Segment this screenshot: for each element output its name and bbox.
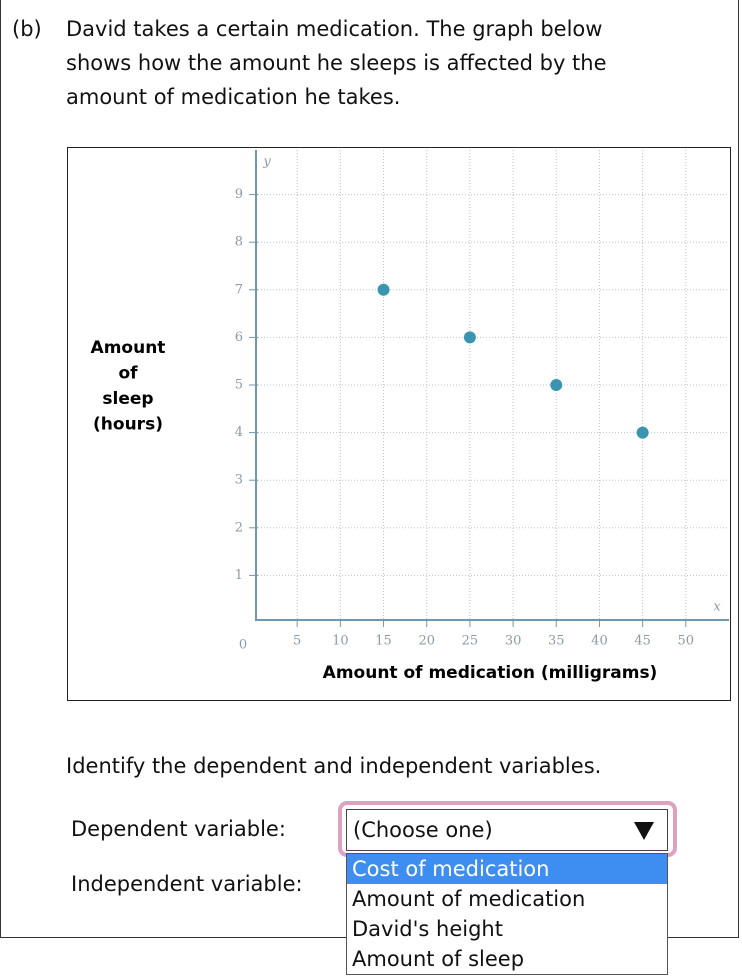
- y-tick-label: 4: [235, 425, 243, 440]
- x-tick-label: 35: [548, 634, 565, 649]
- point: [550, 379, 563, 391]
- question-line: amount of medication he takes.: [66, 85, 401, 109]
- chart: Amount of medication (milligrams) x y 0 …: [67, 147, 731, 701]
- dropdown-list: Cost of medication Amount of medication Da…: [346, 853, 668, 975]
- y-axis-label: of: [118, 364, 138, 384]
- dropdown-option[interactable]: Amount of medication: [352, 887, 586, 911]
- y-tick-label: 6: [235, 330, 243, 345]
- y-tick-label: 8: [235, 235, 243, 250]
- x-tick-label: 10: [332, 634, 349, 649]
- y-axis-name: y: [262, 155, 271, 170]
- y-tick-label: 7: [235, 282, 243, 297]
- dropdown-option[interactable]: David's height: [352, 917, 503, 941]
- y-axis-label: (hours): [93, 415, 163, 435]
- x-axis-name: x: [713, 600, 721, 615]
- point: [463, 331, 476, 344]
- x-tick-label: 45: [634, 634, 651, 649]
- y-tick-label: 2: [235, 520, 243, 535]
- origin-label: 0: [239, 638, 247, 653]
- dropdown-option[interactable]: Amount of sleep: [352, 947, 525, 971]
- question-line: shows how the amount he sleeps is affect…: [66, 51, 607, 75]
- point: [636, 426, 649, 439]
- y-axis-label: Amount: [91, 338, 166, 358]
- y-tick-label: 5: [235, 378, 243, 393]
- question-line: David takes a certain medication. The gr…: [66, 17, 603, 41]
- dropdown-arrow: [634, 822, 654, 840]
- x-tick-label: 15: [375, 634, 392, 649]
- select[interactable]: (Choose one): [346, 809, 668, 851]
- x-axis-label: Amount of medication (milligrams): [323, 663, 658, 683]
- x-tick-label: 40: [591, 634, 608, 649]
- y-tick-label: 1: [235, 568, 243, 583]
- y-tick-label: 3: [235, 473, 243, 488]
- question-label: (b): [12, 17, 42, 41]
- y-axis-label: sleep: [102, 389, 153, 409]
- dropdown-option[interactable]: Cost of medication: [347, 854, 667, 884]
- independent-label: Independent variable:: [71, 872, 303, 896]
- dependent-label: Dependent variable:: [71, 817, 286, 841]
- x-tick-label: 5: [293, 634, 301, 649]
- point: [377, 283, 390, 296]
- x-tick-label: 25: [462, 634, 479, 649]
- x-tick-label: 50: [678, 634, 695, 649]
- y-tick-label: 9: [235, 187, 243, 202]
- chart-frame: [67, 147, 731, 701]
- x-tick-label: 30: [505, 634, 522, 649]
- x-tick-label: 20: [418, 634, 435, 649]
- prompt: Identify the dependent and independent v…: [66, 754, 602, 778]
- select-placeholder: (Choose one): [353, 818, 493, 842]
